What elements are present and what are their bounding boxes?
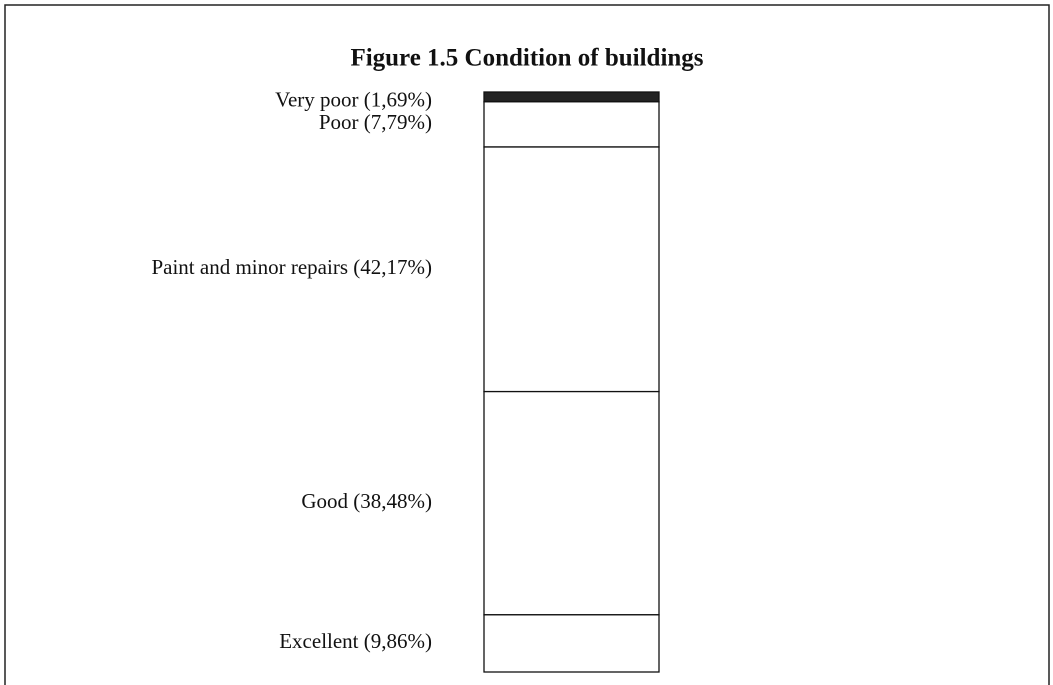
segment-label: Poor (7,79%): [319, 110, 432, 134]
segment-label: Good (38,48%): [301, 489, 432, 513]
segment-label: Paint and minor repairs (42,17%): [151, 255, 432, 279]
bar-segment: [483, 390, 660, 616]
bar-segment: [483, 91, 660, 103]
chart-title: Figure 1.5 Condition of buildings: [350, 45, 703, 72]
bar-segment: [483, 101, 660, 148]
frame: [4, 4, 1050, 685]
bar-segment: [483, 146, 660, 393]
bar-segment: [483, 614, 660, 673]
segment-label: Very poor (1,69%): [275, 88, 432, 112]
segment-label: Excellent (9,86%): [279, 629, 432, 653]
